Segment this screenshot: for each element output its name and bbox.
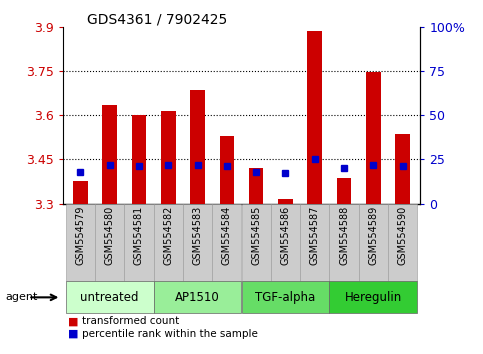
Text: transformed count: transformed count xyxy=(82,316,179,326)
Bar xyxy=(300,204,329,281)
Bar xyxy=(395,134,410,204)
Text: ■: ■ xyxy=(68,316,78,326)
Text: GSM554579: GSM554579 xyxy=(75,206,85,265)
Bar xyxy=(212,204,242,281)
Bar xyxy=(220,136,234,204)
Bar xyxy=(190,90,205,204)
Bar xyxy=(66,204,95,281)
Text: GSM554582: GSM554582 xyxy=(163,206,173,265)
Bar xyxy=(102,105,117,204)
Text: GSM554580: GSM554580 xyxy=(105,206,114,265)
Bar xyxy=(359,204,388,281)
Bar xyxy=(337,178,351,204)
Text: percentile rank within the sample: percentile rank within the sample xyxy=(82,329,258,339)
Bar xyxy=(329,204,359,281)
Bar xyxy=(73,181,88,204)
Bar xyxy=(154,281,242,313)
Bar xyxy=(124,204,154,281)
Bar xyxy=(329,281,417,313)
Text: Heregulin: Heregulin xyxy=(345,291,402,304)
Text: GSM554581: GSM554581 xyxy=(134,206,144,265)
Text: agent: agent xyxy=(6,292,38,302)
Text: GSM554583: GSM554583 xyxy=(193,206,202,265)
Bar xyxy=(249,168,263,204)
Text: GSM554588: GSM554588 xyxy=(339,206,349,265)
Text: untreated: untreated xyxy=(80,291,139,304)
Text: GSM554590: GSM554590 xyxy=(398,206,408,265)
Bar xyxy=(278,199,293,204)
Bar xyxy=(388,204,417,281)
Bar xyxy=(95,204,124,281)
Text: GSM554585: GSM554585 xyxy=(251,206,261,265)
Text: GSM554589: GSM554589 xyxy=(369,206,378,265)
Bar xyxy=(307,31,322,204)
Bar xyxy=(132,115,146,204)
Bar xyxy=(242,204,271,281)
Text: ■: ■ xyxy=(68,329,78,339)
Bar xyxy=(66,281,154,313)
Text: GSM554584: GSM554584 xyxy=(222,206,232,265)
Text: GSM554586: GSM554586 xyxy=(281,206,290,265)
Bar xyxy=(154,204,183,281)
Bar xyxy=(183,204,212,281)
Bar xyxy=(271,204,300,281)
Bar xyxy=(242,281,329,313)
Text: GDS4361 / 7902425: GDS4361 / 7902425 xyxy=(87,12,227,27)
Bar xyxy=(366,72,381,204)
Text: TGF-alpha: TGF-alpha xyxy=(256,291,315,304)
Text: AP1510: AP1510 xyxy=(175,291,220,304)
Text: GSM554587: GSM554587 xyxy=(310,206,320,265)
Bar xyxy=(161,110,176,204)
